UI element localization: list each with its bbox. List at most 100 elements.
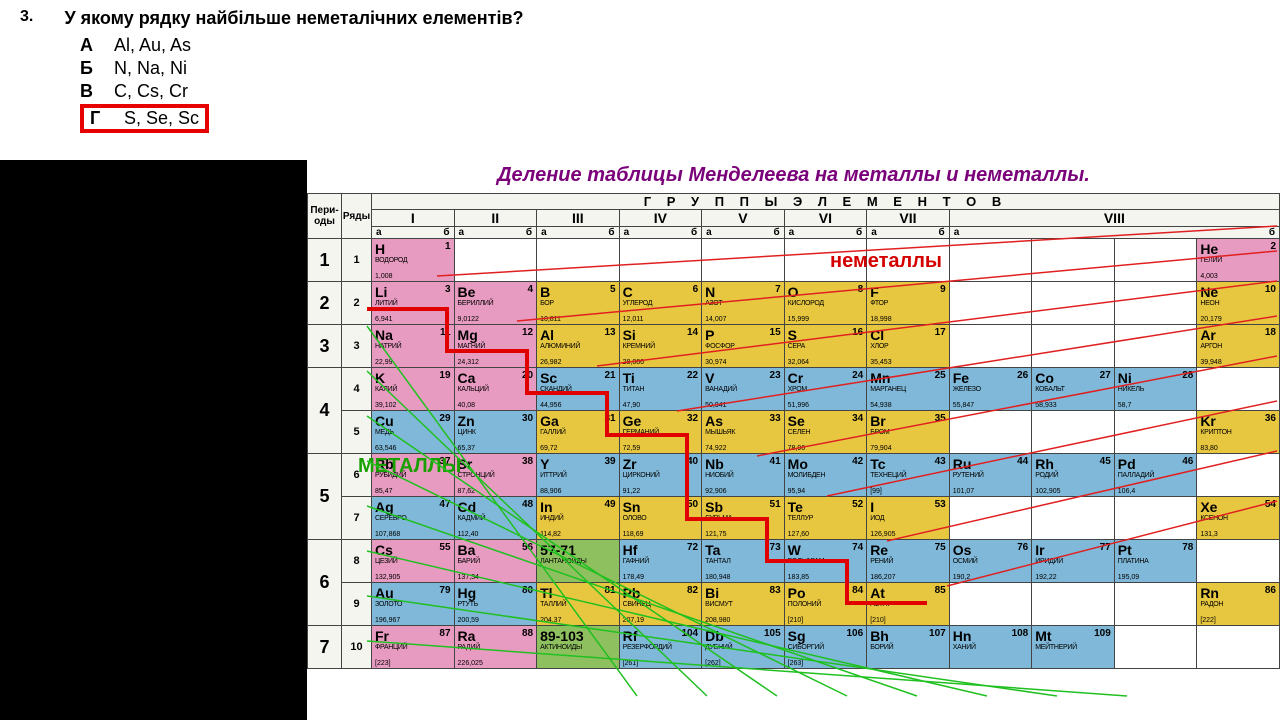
option-Б: БN, Na, Ni bbox=[80, 58, 1260, 79]
element-cell: B5БОР10,811 bbox=[537, 282, 619, 324]
element-cell: Ba56БАРИЙ137,34 bbox=[455, 540, 537, 582]
element-cell: Cd48КАДМИЙ112,40 bbox=[455, 497, 537, 539]
element-cell: Ta73ТАНТАЛ180,948 bbox=[702, 540, 784, 582]
table-head: Пери-одыРядыГ Р У П П Ы Э Л Е М Е Н Т О … bbox=[308, 194, 1280, 239]
element-cell: O8КИСЛОРОД15,999 bbox=[785, 282, 867, 324]
periodic-table-wrap: Деление таблицы Менделеева на металлы и … bbox=[307, 160, 1280, 669]
element-cell: Ne10НЕОН20,179 bbox=[1197, 282, 1279, 324]
element-cell: Re75РЕНИЙ186,207 bbox=[867, 540, 949, 582]
element-cell: Au79ЗОЛОТО196,967 bbox=[372, 583, 454, 625]
periodic-table: Пери-одыРядыГ Р У П П Ы Э Л Е М Е Н Т О … bbox=[307, 193, 1280, 669]
element-cell: Rf104РЕЗЕРФОРДИЙ[261] bbox=[620, 626, 702, 668]
table-body: 11H1ВОДОРОД1,008He2ГЕЛИЙ4,00322Li3ЛИТИЙ6… bbox=[308, 239, 1280, 669]
element-cell: Hg80РТУТЬ200,59 bbox=[455, 583, 537, 625]
element-cell: Cu29МЕДЬ63,546 bbox=[372, 411, 454, 453]
element-cell: Mn25МАРГАНЕЦ54,938 bbox=[867, 368, 949, 410]
element-cell: Po84ПОЛОНИЙ[210] bbox=[785, 583, 867, 625]
option-А: АAl, Au, As bbox=[80, 35, 1260, 56]
element-cell: Bh107БОРИЙ bbox=[867, 626, 949, 668]
element-cell: W74ВОЛЬФРАМ183,85 bbox=[785, 540, 867, 582]
element-cell: Hf72ГАФНИЙ178,49 bbox=[620, 540, 702, 582]
element-cell: Ga31ГАЛЛИЙ69,72 bbox=[537, 411, 619, 453]
element-cell: Rb37РУБИДИЙ85,47 bbox=[372, 454, 454, 496]
element-cell: Tc43ТЕХНЕЦИЙ[99] bbox=[867, 454, 949, 496]
element-cell: At85АСТАТ[210] bbox=[867, 583, 949, 625]
element-cell: Sc21СКАНДИЙ44,956 bbox=[537, 368, 619, 410]
element-cell: S16СЕРА32,064 bbox=[785, 325, 867, 367]
element-cell: Pt78ПЛАТИНА195,09 bbox=[1115, 540, 1197, 582]
element-cell: 57-71ЛАНТАНОИДЫ bbox=[537, 540, 619, 582]
question-number: 3. bbox=[20, 8, 60, 26]
option-В: ВC, Cs, Cr bbox=[80, 81, 1260, 102]
options-list: АAl, Au, AsБN, Na, NiВC, Cs, CrГS, Se, S… bbox=[80, 35, 1260, 133]
element-cell: Mg12МАГНИЙ24,312 bbox=[455, 325, 537, 367]
element-cell: Mt109МЕЙТНЕРИЙ bbox=[1032, 626, 1114, 668]
element-cell: Ru44РУТЕНИЙ101,07 bbox=[950, 454, 1032, 496]
element-cell: Tl81ТАЛЛИЙ204,37 bbox=[537, 583, 619, 625]
question-block: 3. У якому рядку найбільше неметалічних … bbox=[0, 0, 1280, 133]
element-cell: Ar18АРГОН39,948 bbox=[1197, 325, 1279, 367]
option-letter: А bbox=[80, 35, 114, 56]
element-cell: Bi83ВИСМУТ208,980 bbox=[702, 583, 784, 625]
element-cell: Fe26ЖЕЛЕЗО55,847 bbox=[950, 368, 1032, 410]
element-cell: Ge32ГЕРМАНИЙ72,59 bbox=[620, 411, 702, 453]
element-cell: K19КАЛИЙ39,102 bbox=[372, 368, 454, 410]
option-letter: Б bbox=[80, 58, 114, 79]
element-cell: Cs55ЦЕЗИЙ132,905 bbox=[372, 540, 454, 582]
element-cell: Ti22ТИТАН47,90 bbox=[620, 368, 702, 410]
question-text: У якому рядку найбільше неметалічних еле… bbox=[64, 8, 523, 28]
option-Г: ГS, Se, Sc bbox=[80, 104, 1260, 133]
element-cell: He2ГЕЛИЙ4,003 bbox=[1197, 239, 1279, 281]
element-cell: Pb82СВИНЕЦ207,19 bbox=[620, 583, 702, 625]
element-cell: Ra88РАДИЙ226,025 bbox=[455, 626, 537, 668]
element-cell: Xe54КСЕНОН131,3 bbox=[1197, 497, 1279, 539]
element-cell: Db105ДУБНИЙ[262] bbox=[702, 626, 784, 668]
element-cell: F9ФТОР18,998 bbox=[867, 282, 949, 324]
option-letter: Г bbox=[90, 108, 124, 129]
element-cell: Mo42МОЛИБДЕН95,94 bbox=[785, 454, 867, 496]
black-sidebar bbox=[0, 160, 307, 720]
element-cell: Rn86РАДОН[222] bbox=[1197, 583, 1279, 625]
element-cell: Sr38СТРОНЦИЙ87,62 bbox=[455, 454, 537, 496]
element-cell: Os76ОСМИЙ190,2 bbox=[950, 540, 1032, 582]
element-cell: I53ИОД126,905 bbox=[867, 497, 949, 539]
option-text: S, Se, Sc bbox=[124, 108, 199, 128]
element-cell: In49ИНДИЙ114,82 bbox=[537, 497, 619, 539]
element-cell: Te52ТЕЛЛУР127,60 bbox=[785, 497, 867, 539]
element-cell: Ni28НИКЕЛЬ58,7 bbox=[1115, 368, 1197, 410]
element-cell: Hn108ХАНИЙ bbox=[950, 626, 1032, 668]
option-text: C, Cs, Cr bbox=[114, 81, 188, 101]
element-cell: Br35БРОМ79,904 bbox=[867, 411, 949, 453]
option-text: Al, Au, As bbox=[114, 35, 191, 55]
element-cell: Sb51СУРЬМА121,75 bbox=[702, 497, 784, 539]
element-cell: 89-103АКТИНОИДЫ bbox=[537, 626, 619, 668]
element-cell: Zr40ЦИРКОНИЙ91,22 bbox=[620, 454, 702, 496]
element-cell: N7АЗОТ14,007 bbox=[702, 282, 784, 324]
element-cell: Cl17ХЛОР35,453 bbox=[867, 325, 949, 367]
element-cell: H1ВОДОРОД1,008 bbox=[372, 239, 454, 281]
element-cell: Rh45РОДИЙ102,905 bbox=[1032, 454, 1114, 496]
element-cell: V23ВАНАДИЙ50,941 bbox=[702, 368, 784, 410]
element-cell: Ir77ИРИДИЙ192,22 bbox=[1032, 540, 1114, 582]
option-letter: В bbox=[80, 81, 114, 102]
element-cell: Nb41НИОБИЙ92,906 bbox=[702, 454, 784, 496]
element-cell: Na11НАТРИЙ22,99 bbox=[372, 325, 454, 367]
element-cell: Ca20КАЛЬЦИЙ40,08 bbox=[455, 368, 537, 410]
table-caption: Деление таблицы Менделеева на металлы и … bbox=[307, 164, 1280, 187]
element-cell: Se34СЕЛЕН78,96 bbox=[785, 411, 867, 453]
element-cell: As33МЫШЬЯК74,922 bbox=[702, 411, 784, 453]
element-cell: Sn50ОЛОВО118,69 bbox=[620, 497, 702, 539]
element-cell: C6УГЛЕРОД12,011 bbox=[620, 282, 702, 324]
element-cell: Ag47СЕРЕБРО107,868 bbox=[372, 497, 454, 539]
element-cell: Al13АЛЮМИНИЙ26,982 bbox=[537, 325, 619, 367]
element-cell: Li3ЛИТИЙ6,941 bbox=[372, 282, 454, 324]
element-cell: Kr36КРИПТОН83,80 bbox=[1197, 411, 1279, 453]
option-text: N, Na, Ni bbox=[114, 58, 187, 78]
element-cell: Sg106СИБОРГИЙ[263] bbox=[785, 626, 867, 668]
element-cell: Be4БЕРИЛЛИЙ9,0122 bbox=[455, 282, 537, 324]
element-cell: Zn30ЦИНК65,37 bbox=[455, 411, 537, 453]
element-cell: Y39ИТТРИЙ88,906 bbox=[537, 454, 619, 496]
element-cell: Cr24ХРОМ51,996 bbox=[785, 368, 867, 410]
element-cell: Fr87ФРАНЦИЙ[223] bbox=[372, 626, 454, 668]
element-cell: Pd46ПАЛЛАДИЙ106,4 bbox=[1115, 454, 1197, 496]
